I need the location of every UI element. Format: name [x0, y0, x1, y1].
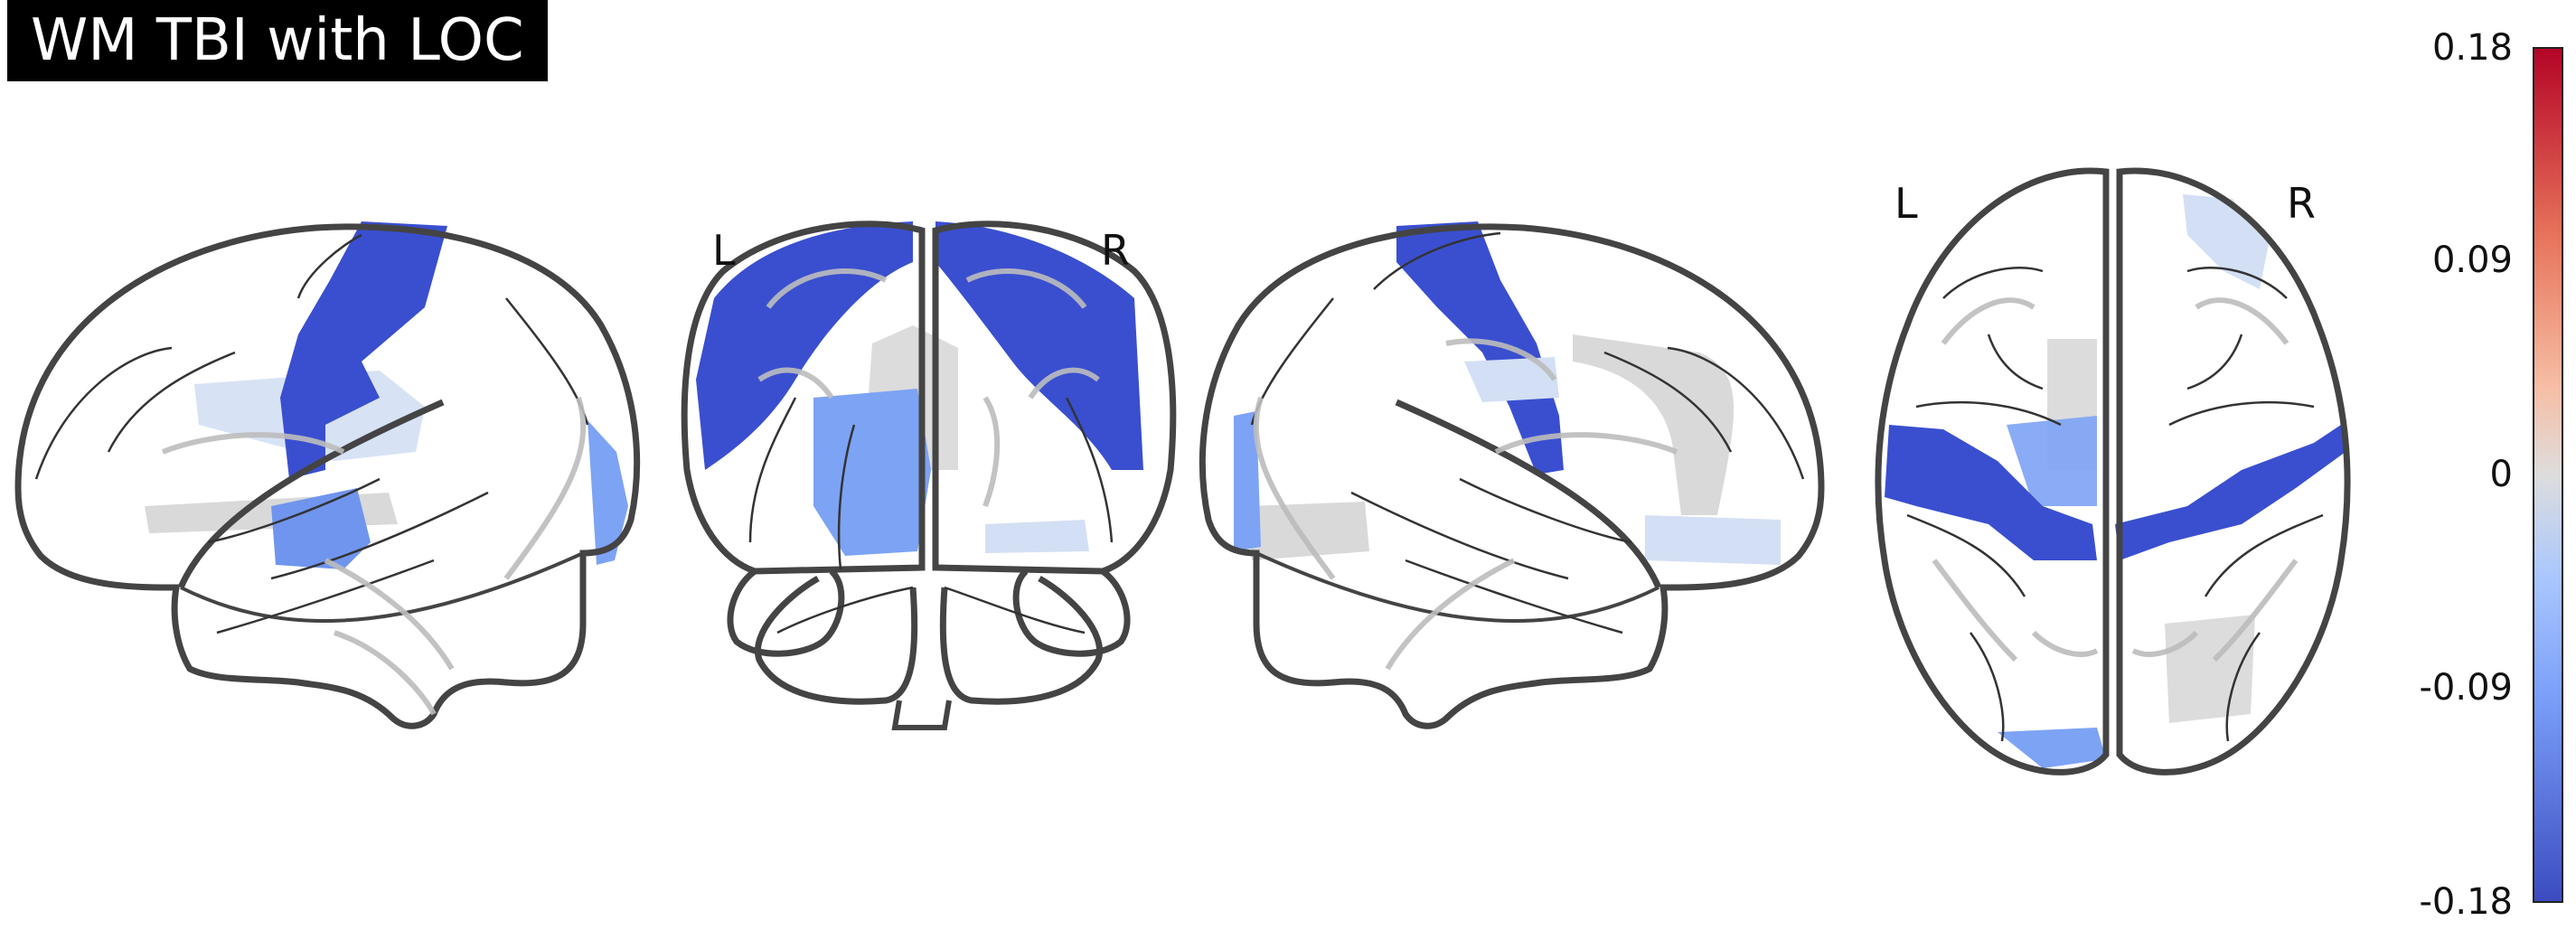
axial-left-label: L — [1894, 179, 1918, 228]
figure-title: WM TBI with LOC — [7, 0, 548, 81]
axial-view — [1875, 167, 2351, 775]
colorbar-tick-label: 0.09 — [2431, 240, 2513, 281]
colorbar — [2533, 47, 2563, 903]
axial-activations — [1885, 194, 2346, 768]
colorbar-tick-label: 0.18 — [2431, 27, 2513, 69]
coronal-activations — [696, 221, 1143, 556]
coronal-right-label: R — [1101, 226, 1130, 275]
colorbar-tick-label: 0 — [2489, 454, 2513, 495]
coronal-left-label: L — [712, 226, 736, 275]
axial-right-label: R — [2287, 179, 2316, 228]
sagittal-left-view — [14, 221, 641, 729]
sagittal-left-activations — [145, 221, 628, 569]
colorbar-tick-label: -0.18 — [2419, 881, 2514, 923]
colorbar-tick-label: -0.09 — [2419, 667, 2514, 709]
coronal-view — [681, 221, 1177, 730]
sagittal-right-view — [1199, 221, 1825, 729]
sagittal-right-activations — [1234, 221, 1781, 565]
